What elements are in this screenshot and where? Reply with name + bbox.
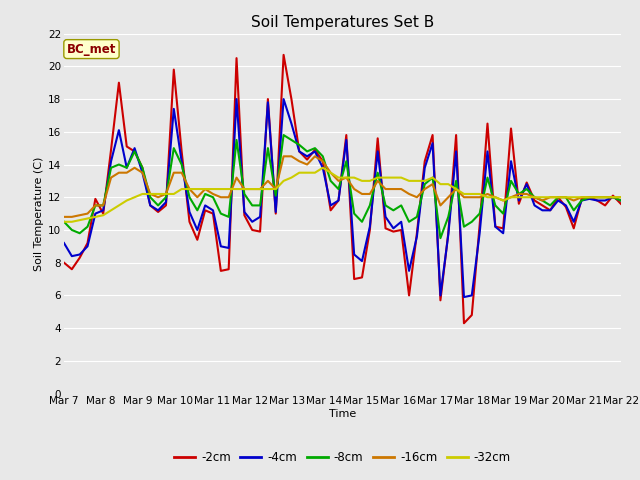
Text: BC_met: BC_met bbox=[67, 43, 116, 56]
Title: Soil Temperatures Set B: Soil Temperatures Set B bbox=[251, 15, 434, 30]
Y-axis label: Soil Temperature (C): Soil Temperature (C) bbox=[34, 156, 44, 271]
Legend: -2cm, -4cm, -8cm, -16cm, -32cm: -2cm, -4cm, -8cm, -16cm, -32cm bbox=[169, 446, 516, 469]
X-axis label: Time: Time bbox=[329, 409, 356, 419]
